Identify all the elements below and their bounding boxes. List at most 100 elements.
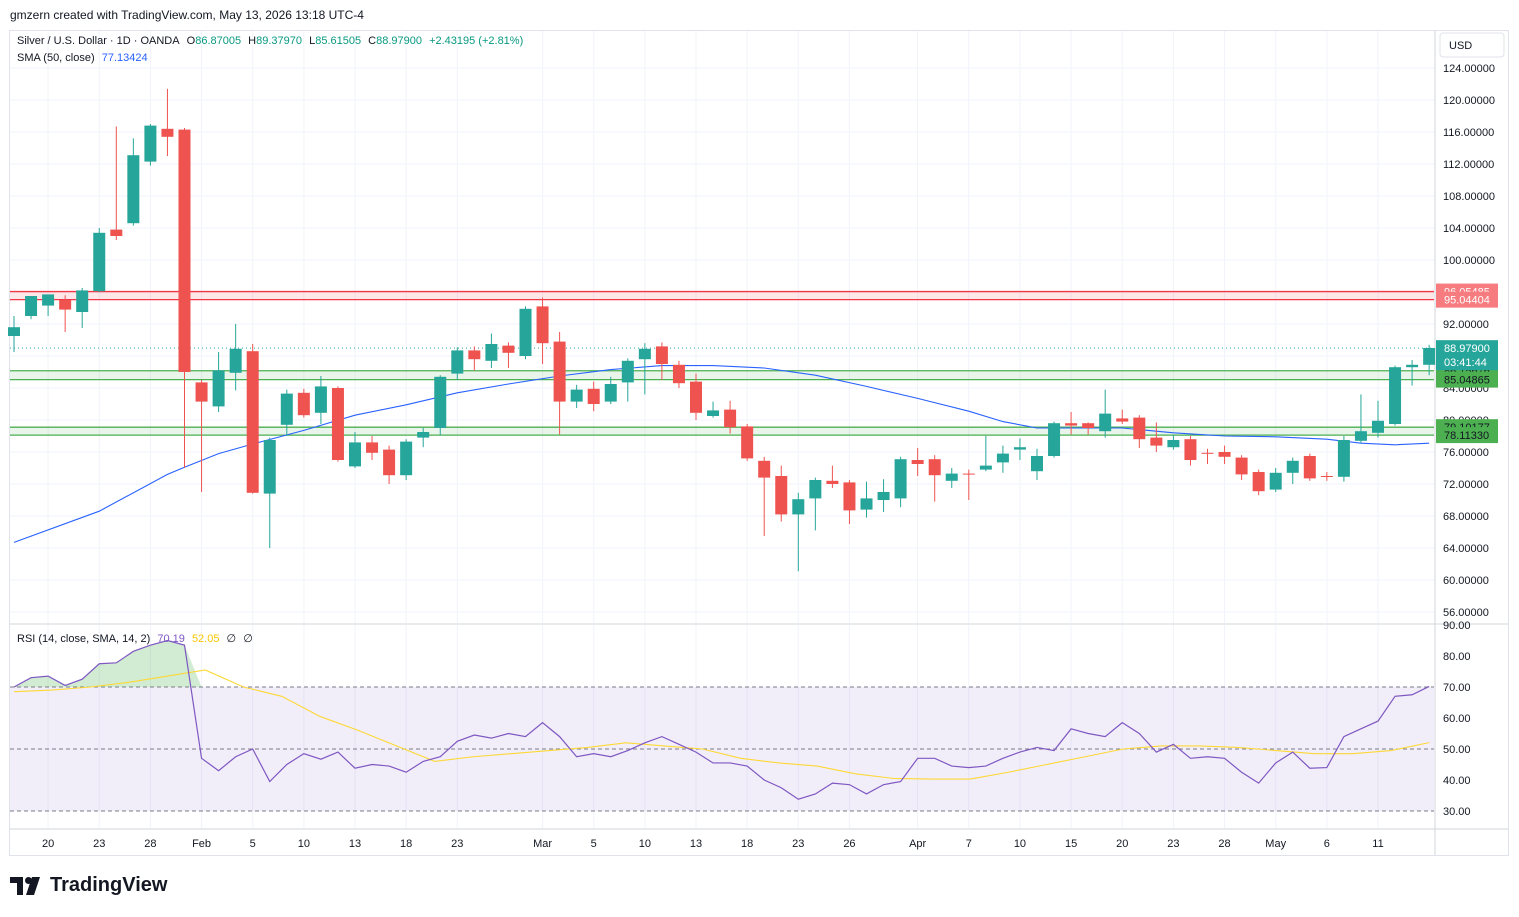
rsi-label[interactable]: RSI (14, close, SMA, 14, 2) xyxy=(17,633,151,645)
candle[interactable] xyxy=(792,492,805,572)
candle[interactable] xyxy=(979,436,992,472)
candle[interactable] xyxy=(672,360,685,388)
candle[interactable] xyxy=(59,295,72,332)
rsi-line[interactable] xyxy=(13,639,1430,800)
candle[interactable] xyxy=(809,477,822,531)
candle[interactable] xyxy=(1337,436,1350,482)
candle[interactable] xyxy=(962,469,975,500)
candle[interactable] xyxy=(775,465,788,522)
candle[interactable] xyxy=(1320,472,1333,481)
support-zone[interactable] xyxy=(10,427,1434,436)
candle[interactable] xyxy=(195,380,208,492)
candle[interactable] xyxy=(502,342,515,368)
symbol-label[interactable]: Silver / U.S. Dollar · 1D · OANDA xyxy=(17,35,180,47)
candle[interactable] xyxy=(894,456,907,508)
candle[interactable] xyxy=(1252,469,1265,496)
candle[interactable] xyxy=(127,138,140,226)
support-zone[interactable] xyxy=(10,370,1434,380)
candle[interactable] xyxy=(1167,435,1180,450)
candle[interactable] xyxy=(331,386,344,462)
candle[interactable] xyxy=(1065,412,1078,435)
candle[interactable] xyxy=(246,344,259,494)
candle[interactable] xyxy=(638,343,651,395)
candle[interactable] xyxy=(42,294,55,316)
candle[interactable] xyxy=(860,481,873,518)
candle-body xyxy=(587,388,600,404)
candle[interactable] xyxy=(1201,448,1214,464)
candle[interactable] xyxy=(1150,422,1163,452)
candle[interactable] xyxy=(297,388,310,418)
candle[interactable] xyxy=(212,352,225,412)
candle[interactable] xyxy=(826,465,839,488)
candle[interactable] xyxy=(451,347,464,380)
tradingview-logo[interactable]: TradingView xyxy=(10,874,167,897)
candle[interactable] xyxy=(758,456,771,536)
candle[interactable] xyxy=(263,437,276,548)
candle[interactable] xyxy=(485,333,498,368)
candle-body xyxy=(468,350,481,360)
candle[interactable] xyxy=(93,228,106,292)
candle[interactable] xyxy=(1235,455,1248,480)
candle[interactable] xyxy=(1372,400,1384,438)
candle[interactable] xyxy=(1184,436,1197,466)
candle[interactable] xyxy=(434,375,447,436)
candle[interactable] xyxy=(1354,394,1367,444)
candle[interactable] xyxy=(928,455,941,502)
candle[interactable] xyxy=(945,468,958,488)
candle[interactable] xyxy=(417,428,430,448)
candle[interactable] xyxy=(25,296,38,320)
candle[interactable] xyxy=(280,389,293,436)
candle[interactable] xyxy=(366,436,379,460)
candle[interactable] xyxy=(1133,415,1146,448)
candle[interactable] xyxy=(1406,360,1419,386)
candle[interactable] xyxy=(110,126,123,240)
time-axis-label: 11 xyxy=(1372,838,1383,850)
candle[interactable] xyxy=(76,288,89,328)
candle[interactable] xyxy=(1423,344,1436,376)
candle[interactable] xyxy=(1013,438,1026,460)
candle[interactable] xyxy=(178,128,191,468)
candle[interactable] xyxy=(604,376,617,404)
candle[interactable] xyxy=(877,479,890,512)
candle[interactable] xyxy=(400,439,413,480)
candle[interactable] xyxy=(1116,409,1129,424)
candle[interactable] xyxy=(468,346,481,371)
candle[interactable] xyxy=(1099,389,1112,438)
rsi-sma-line[interactable] xyxy=(13,669,1430,780)
candle[interactable] xyxy=(707,401,720,418)
candle[interactable] xyxy=(587,381,600,412)
candle[interactable] xyxy=(1286,457,1299,484)
candle[interactable] xyxy=(553,332,566,435)
candle[interactable] xyxy=(519,306,532,360)
candle-body xyxy=(826,480,839,484)
candle[interactable] xyxy=(1082,422,1095,435)
candle[interactable] xyxy=(724,400,737,434)
candle[interactable] xyxy=(690,373,702,420)
resistance-zone[interactable] xyxy=(10,291,1434,300)
candle[interactable] xyxy=(911,448,924,476)
candle[interactable] xyxy=(621,358,634,402)
candle-body xyxy=(1150,437,1163,446)
candle[interactable] xyxy=(349,432,361,468)
candle[interactable] xyxy=(8,316,20,352)
candle[interactable] xyxy=(1303,453,1316,481)
candle[interactable] xyxy=(314,376,327,424)
candle[interactable] xyxy=(570,384,583,408)
candle[interactable] xyxy=(1218,445,1231,464)
candle[interactable] xyxy=(536,297,549,364)
sma-label[interactable]: SMA (50, close) xyxy=(17,52,95,64)
candle[interactable] xyxy=(161,88,174,156)
currency-button[interactable] xyxy=(1439,32,1505,58)
candle[interactable] xyxy=(1048,421,1061,458)
candle[interactable] xyxy=(144,124,157,166)
candle[interactable] xyxy=(843,480,856,524)
candle[interactable] xyxy=(383,445,396,484)
candle[interactable] xyxy=(229,324,242,391)
candle[interactable] xyxy=(1031,448,1043,480)
candle[interactable] xyxy=(1269,468,1282,492)
candle[interactable] xyxy=(741,424,754,461)
candle[interactable] xyxy=(1389,365,1402,426)
candle[interactable] xyxy=(655,342,668,380)
candle[interactable] xyxy=(996,445,1009,473)
